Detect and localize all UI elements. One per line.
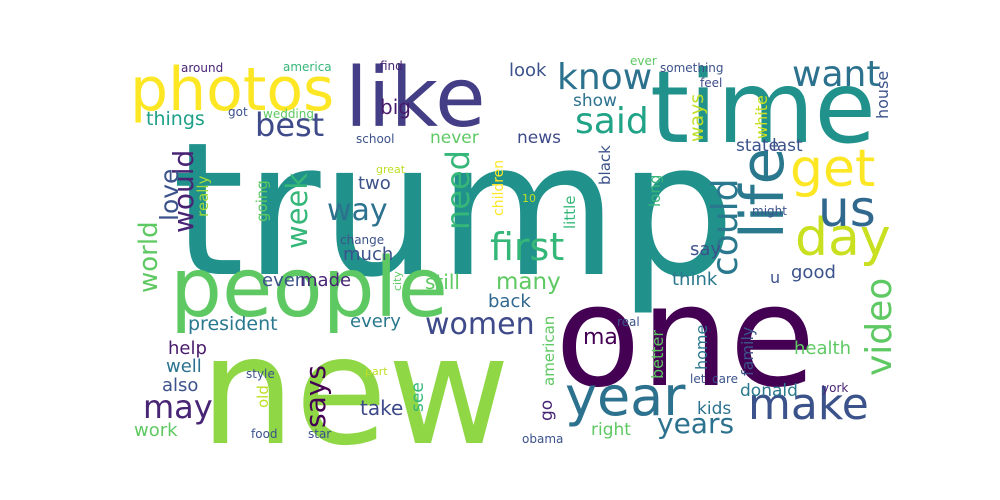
word-need: need bbox=[439, 150, 477, 230]
word-style: style bbox=[246, 367, 275, 381]
word-even: even bbox=[262, 270, 307, 291]
word-president: president bbox=[188, 313, 278, 335]
word-us: us bbox=[818, 180, 876, 238]
word-kids: kids bbox=[697, 399, 732, 419]
word-said: said bbox=[575, 101, 649, 142]
word-feel: feel bbox=[700, 76, 723, 90]
word-work: work bbox=[134, 420, 178, 441]
word-got: got bbox=[228, 105, 248, 119]
word-ways: ways bbox=[686, 93, 708, 142]
word-health: health bbox=[794, 338, 851, 359]
word-10: 10 bbox=[522, 192, 536, 205]
word-part: part bbox=[365, 365, 388, 378]
word-little: little bbox=[561, 195, 579, 230]
word-big: big bbox=[380, 95, 411, 119]
word-world: world bbox=[134, 221, 164, 293]
word-news: news bbox=[517, 128, 561, 148]
word-home: home bbox=[692, 324, 711, 370]
word-new: new bbox=[200, 305, 511, 479]
word-man: man bbox=[583, 325, 632, 350]
word-good: good bbox=[791, 262, 836, 283]
word-say: say bbox=[690, 239, 722, 260]
word-donald: donald bbox=[740, 381, 798, 401]
word-never: never bbox=[430, 128, 479, 148]
word-make: make bbox=[748, 379, 869, 430]
word-obama: obama bbox=[522, 432, 564, 446]
word-city: city bbox=[391, 271, 404, 291]
word-much: much bbox=[343, 244, 394, 265]
word-may: may bbox=[143, 388, 213, 426]
word-family: family bbox=[738, 326, 757, 376]
word-take: take bbox=[360, 396, 404, 420]
word-better: better bbox=[648, 330, 667, 379]
word-u: u bbox=[770, 268, 781, 287]
word-right: right bbox=[591, 420, 631, 440]
word-children: children bbox=[491, 159, 507, 216]
word-great: great bbox=[376, 163, 406, 176]
word-go: go bbox=[537, 399, 557, 421]
word-trump: trump bbox=[172, 102, 736, 318]
word-two: two bbox=[358, 173, 391, 194]
word-old: old bbox=[254, 385, 272, 408]
word-says: says bbox=[299, 365, 332, 428]
word-york: york bbox=[822, 381, 849, 395]
word-think: think bbox=[672, 269, 718, 290]
word-state: state bbox=[736, 136, 780, 156]
word-day: day bbox=[795, 208, 891, 268]
word-video: video bbox=[859, 277, 900, 376]
word-find: find bbox=[380, 59, 403, 73]
word-help: help bbox=[168, 338, 207, 359]
word-many: many bbox=[496, 269, 561, 295]
word-year: year bbox=[565, 365, 686, 428]
word-photos: photos bbox=[130, 55, 335, 125]
word-around: around bbox=[181, 61, 224, 75]
word-every: every bbox=[350, 311, 401, 332]
word-school: school bbox=[356, 132, 395, 146]
word-well: well bbox=[166, 356, 202, 377]
word-want: want bbox=[792, 54, 881, 95]
word-back: back bbox=[488, 291, 531, 312]
word-really: really bbox=[194, 175, 212, 217]
word-see: see bbox=[408, 382, 428, 412]
word-last: last bbox=[772, 136, 803, 156]
word-let: let bbox=[690, 372, 706, 386]
word-years: years bbox=[657, 407, 735, 440]
word-change: change bbox=[340, 233, 385, 247]
word-black: black bbox=[596, 145, 614, 185]
word-still: still bbox=[425, 270, 460, 294]
word-love: love bbox=[155, 168, 184, 221]
word-way: way bbox=[327, 193, 388, 228]
word-long: long bbox=[646, 174, 664, 207]
word-look: look bbox=[509, 60, 547, 81]
word-care: care bbox=[712, 372, 739, 386]
word-made: made bbox=[300, 270, 352, 291]
word-could: could bbox=[705, 178, 746, 277]
word-real: real bbox=[617, 315, 640, 329]
word-wedding: wedding bbox=[263, 107, 314, 121]
word-house: house bbox=[873, 70, 892, 119]
word-show: show bbox=[573, 91, 617, 111]
word-week: week bbox=[280, 172, 314, 249]
word-going: going bbox=[253, 180, 271, 222]
word-might: might bbox=[752, 204, 787, 218]
word-best: best bbox=[255, 106, 325, 144]
word-star: star bbox=[308, 427, 332, 441]
word-american: american bbox=[540, 315, 558, 386]
word-something: something bbox=[660, 61, 724, 75]
word-people: people bbox=[170, 241, 448, 336]
word-america: america bbox=[283, 60, 332, 74]
word-food: food bbox=[251, 427, 278, 441]
word-also: also bbox=[162, 375, 199, 396]
word-one: one bbox=[555, 256, 816, 419]
word-first: first bbox=[490, 225, 565, 269]
word-know: know bbox=[557, 57, 653, 98]
word-white: white bbox=[752, 95, 771, 139]
word-things: things bbox=[146, 108, 205, 130]
word-ever: ever bbox=[630, 54, 657, 68]
word-time: time bbox=[650, 49, 876, 166]
word-get: get bbox=[790, 139, 876, 199]
word-like: like bbox=[345, 51, 486, 146]
word-women: women bbox=[425, 307, 535, 342]
